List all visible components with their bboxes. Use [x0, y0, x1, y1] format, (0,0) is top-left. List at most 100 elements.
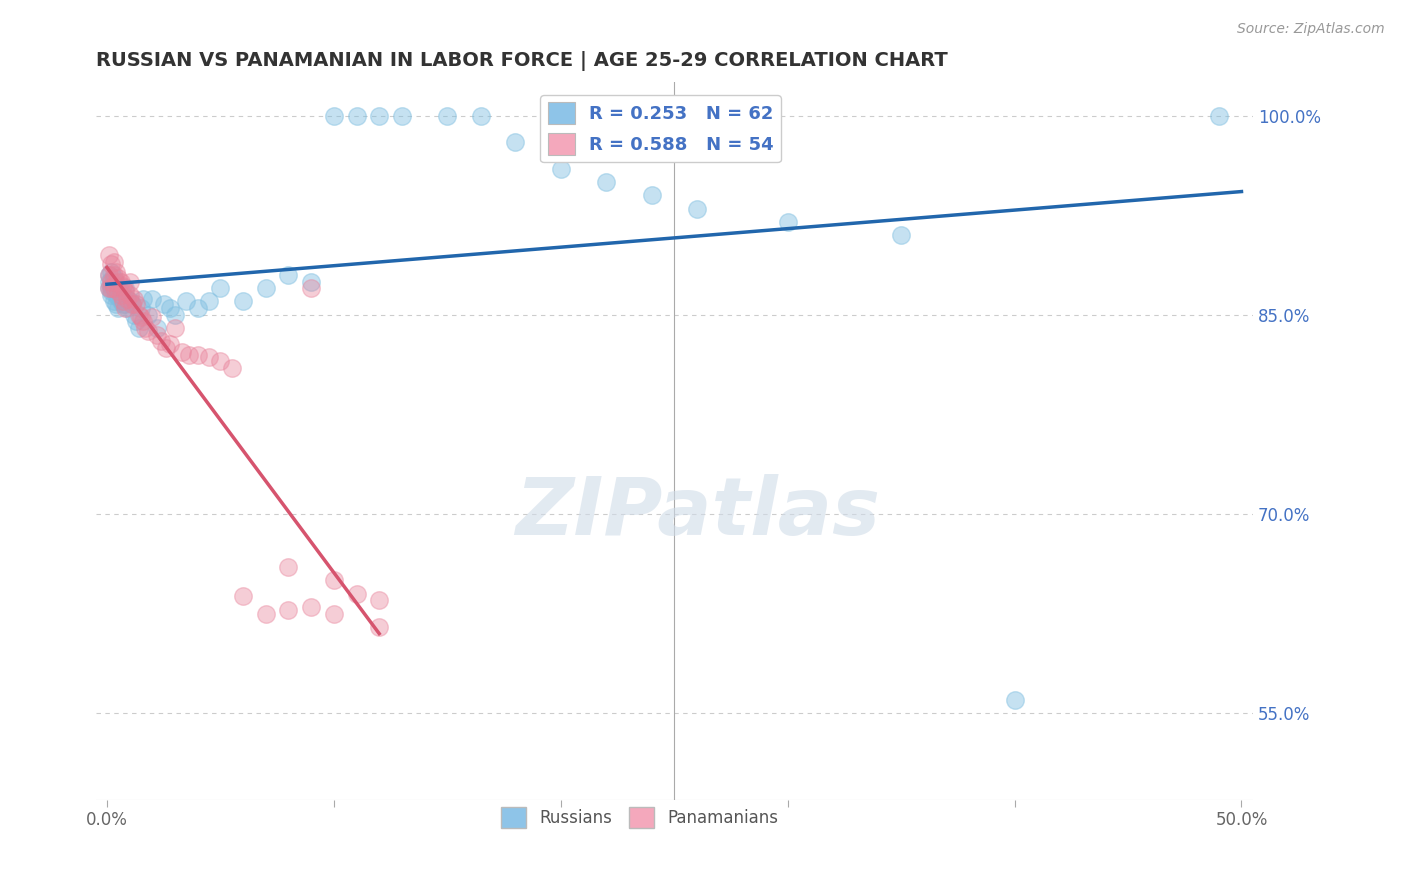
Point — [299, 281, 322, 295]
Point — [640, 188, 662, 202]
Point — [209, 354, 232, 368]
Point — [110, 275, 132, 289]
Point — [221, 360, 243, 375]
Point — [100, 284, 122, 298]
Point — [277, 268, 299, 282]
Point — [163, 321, 186, 335]
Text: RUSSIAN VS PANAMANIAN IN LABOR FORCE | AGE 25-29 CORRELATION CHART: RUSSIAN VS PANAMANIAN IN LABOR FORCE | A… — [96, 51, 948, 70]
Point — [107, 281, 129, 295]
Point — [136, 324, 159, 338]
Point — [505, 135, 527, 149]
Point — [114, 301, 136, 315]
Point — [125, 314, 148, 328]
Point — [470, 109, 492, 123]
Point — [141, 310, 163, 325]
Point — [111, 294, 134, 309]
Point — [129, 310, 152, 325]
Point — [100, 265, 122, 279]
Point — [1004, 693, 1026, 707]
Point — [368, 620, 391, 634]
Point — [155, 341, 177, 355]
Point — [152, 297, 174, 311]
Point — [121, 297, 143, 311]
Point — [128, 308, 150, 322]
Point — [98, 268, 121, 282]
Point — [98, 275, 121, 289]
Point — [232, 294, 254, 309]
Point — [322, 607, 344, 621]
Point — [170, 345, 193, 359]
Point — [114, 297, 136, 311]
Point — [776, 215, 799, 229]
Point — [100, 281, 122, 295]
Point — [107, 270, 129, 285]
Point — [111, 278, 134, 293]
Point — [277, 602, 299, 616]
Point — [436, 109, 458, 123]
Point — [198, 351, 221, 365]
Point — [104, 288, 127, 302]
Point — [110, 284, 132, 298]
Point — [125, 297, 148, 311]
Point — [107, 301, 129, 315]
Point — [103, 281, 125, 295]
Point — [299, 599, 322, 614]
Point — [368, 109, 391, 123]
Point — [111, 297, 134, 311]
Point — [117, 301, 139, 315]
Point — [110, 288, 132, 302]
Point — [100, 273, 122, 287]
Point — [117, 292, 139, 306]
Point — [391, 109, 413, 123]
Point — [187, 348, 209, 362]
Point — [132, 314, 155, 328]
Point — [103, 275, 125, 289]
Point — [100, 257, 122, 271]
Text: Source: ZipAtlas.com: Source: ZipAtlas.com — [1237, 22, 1385, 37]
Point — [103, 281, 125, 295]
Point — [104, 278, 127, 293]
Point — [104, 297, 127, 311]
Point — [103, 270, 125, 285]
Point — [163, 308, 186, 322]
Point — [100, 275, 122, 289]
Point — [118, 288, 141, 302]
Text: ZIPatlas: ZIPatlas — [515, 474, 880, 551]
Point — [111, 288, 134, 302]
Point — [129, 301, 152, 315]
Point — [122, 308, 145, 322]
Point — [686, 202, 709, 216]
Point — [232, 590, 254, 604]
Point — [550, 161, 572, 176]
Point — [1208, 109, 1230, 123]
Point — [141, 292, 163, 306]
Point — [346, 109, 368, 123]
Point — [346, 587, 368, 601]
Point — [104, 265, 127, 279]
Point — [132, 292, 155, 306]
Legend: Russians, Panamanians: Russians, Panamanians — [494, 800, 785, 834]
Point — [136, 308, 159, 322]
Point — [103, 294, 125, 309]
Point — [114, 284, 136, 298]
Point — [107, 284, 129, 298]
Point — [146, 321, 169, 335]
Point — [277, 560, 299, 574]
Point — [368, 593, 391, 607]
Point — [198, 294, 221, 309]
Point — [117, 292, 139, 306]
Point — [209, 281, 232, 295]
Point — [187, 301, 209, 315]
Point — [159, 337, 181, 351]
Point — [122, 292, 145, 306]
Point — [595, 175, 617, 189]
Point — [100, 278, 122, 293]
Point — [322, 574, 344, 588]
Point — [134, 321, 156, 335]
Point — [177, 348, 200, 362]
Point — [98, 281, 121, 295]
Point — [107, 291, 129, 305]
Point — [103, 268, 125, 282]
Point — [299, 275, 322, 289]
Point — [146, 327, 169, 342]
